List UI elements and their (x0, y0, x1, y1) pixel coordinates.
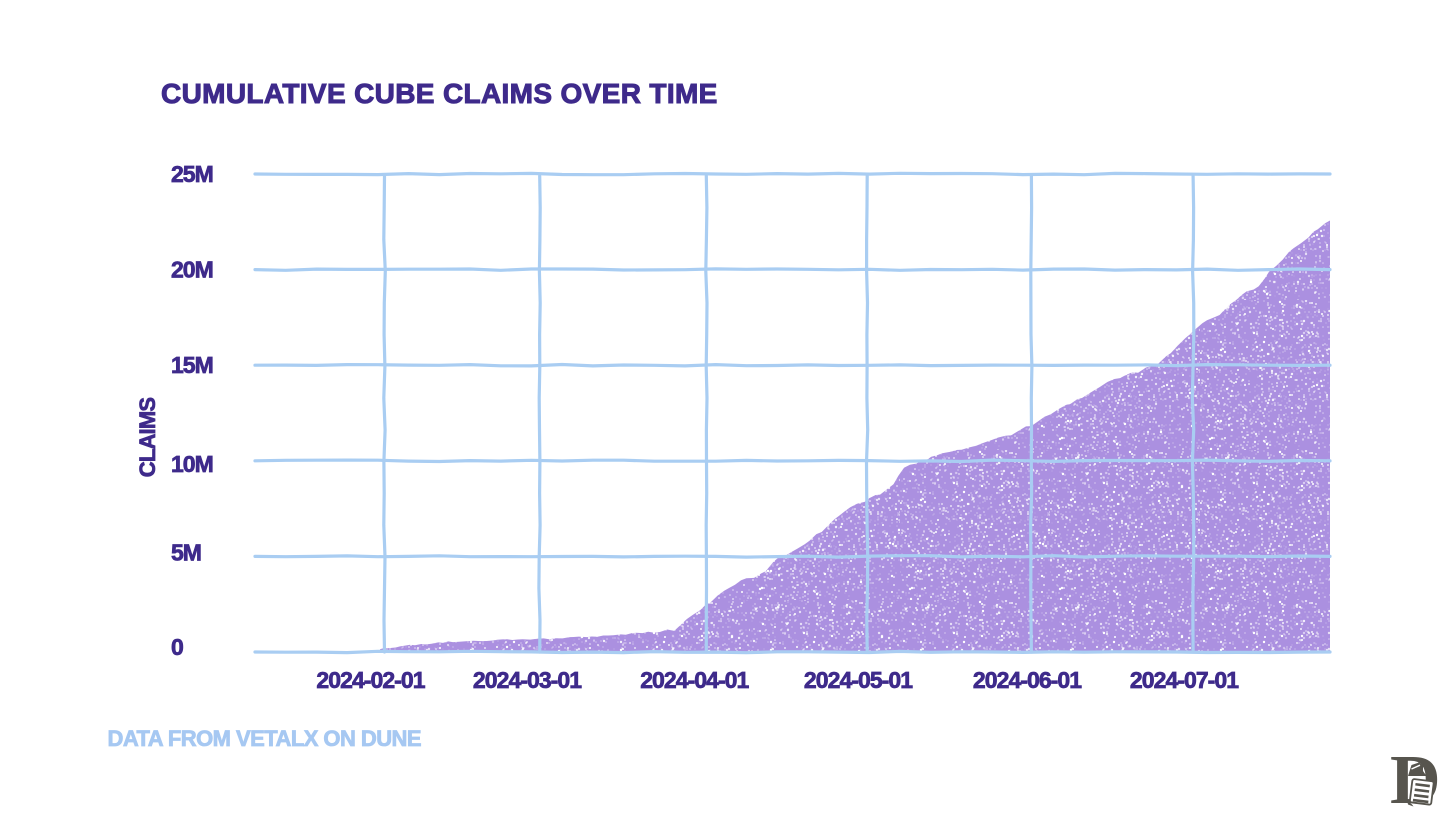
svg-text:20M: 20M (171, 257, 213, 283)
svg-text:2024-03-01: 2024-03-01 (473, 667, 582, 693)
svg-text:2024-04-01: 2024-04-01 (640, 667, 749, 693)
svg-text:15M: 15M (171, 352, 213, 378)
svg-text:DATA FROM VETALX ON DUNE: DATA FROM VETALX ON DUNE (108, 726, 422, 751)
svg-text:2024-02-01: 2024-02-01 (316, 667, 425, 693)
svg-text:2024-05-01: 2024-05-01 (804, 667, 913, 693)
svg-text:CUMULATIVE CUBE CLAIMS OVER TI: CUMULATIVE CUBE CLAIMS OVER TIME (161, 78, 718, 109)
svg-text:5M: 5M (171, 539, 201, 565)
svg-text:0: 0 (171, 634, 183, 660)
svg-text:CLAIMS: CLAIMS (135, 398, 160, 478)
svg-text:2024-07-01: 2024-07-01 (1130, 667, 1239, 693)
svg-text:10M: 10M (171, 451, 213, 477)
svg-text:25M: 25M (171, 161, 213, 187)
svg-text:2024-06-01: 2024-06-01 (973, 667, 1082, 693)
